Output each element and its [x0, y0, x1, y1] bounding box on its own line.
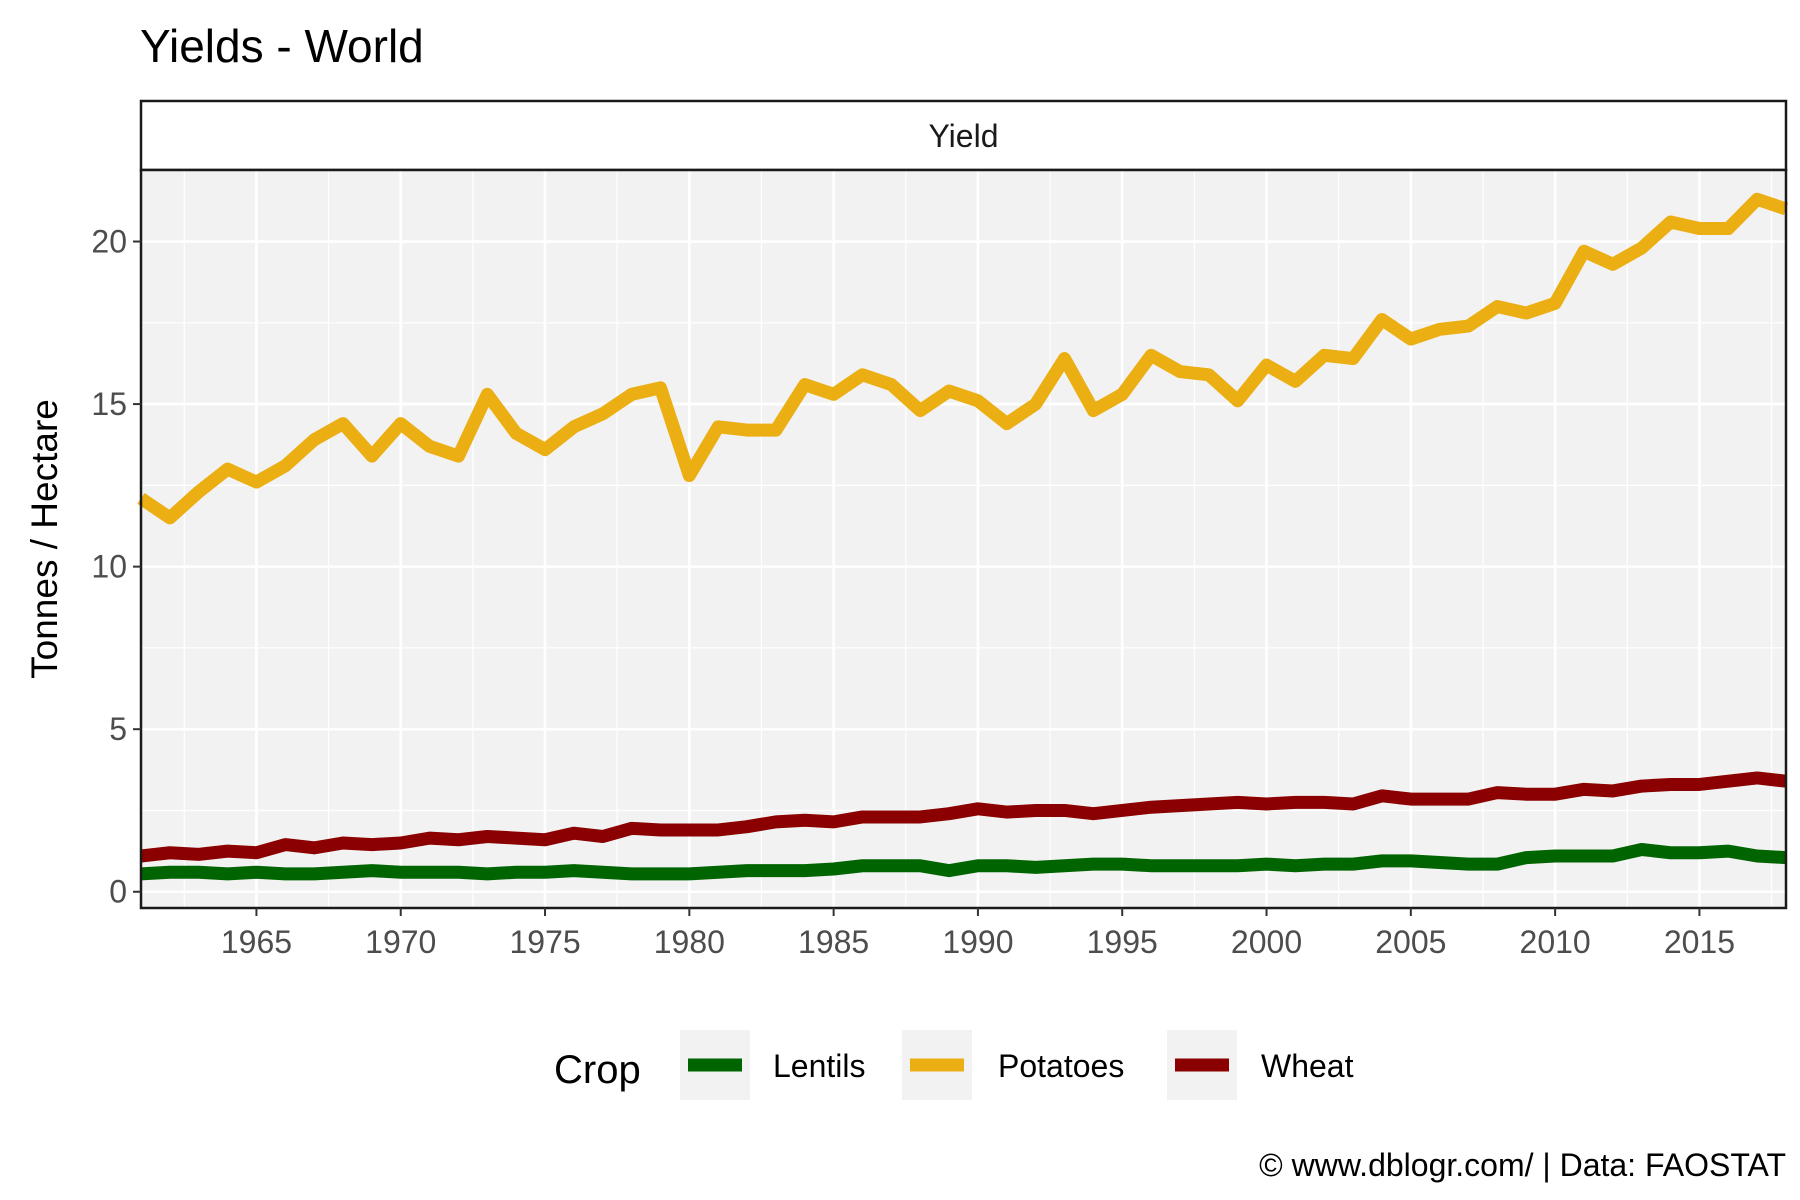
grid-minor	[141, 170, 1786, 908]
facet-strip	[139, 99, 1788, 172]
x-tick-label: 2010	[1520, 924, 1591, 960]
x-tick-label: 2000	[1231, 924, 1302, 960]
x-tick-label: 2015	[1664, 924, 1735, 960]
plot-panel	[141, 170, 1786, 908]
x-tick-label: 1985	[798, 924, 869, 960]
legend-label-wheat: Wheat	[1261, 1048, 1354, 1084]
legend: Crop Lentils Potatoes Wheat	[554, 1030, 1354, 1100]
x-axis: 1965 1970 1975 1980 1985 1990 1995 2000 2005 2010…	[221, 908, 1735, 960]
y-axis-title: Tonnes / Hectare	[24, 399, 65, 679]
facet-strip-label: Yield	[929, 118, 999, 154]
x-tick-label: 1970	[365, 924, 436, 960]
legend-items: Lentils Potatoes Wheat	[680, 1030, 1354, 1100]
series-line-potatoes	[137, 192, 1789, 525]
series-line-lentils	[140, 842, 1787, 881]
caption: © www.dblogr.com/ | Data: FAOSTAT	[1259, 1147, 1786, 1183]
chart-title: Yields - World	[140, 20, 424, 72]
x-tick-label: 1965	[221, 924, 292, 960]
y-axis: 0 5 10 15 20	[91, 224, 141, 910]
series-line-wheat	[140, 771, 1787, 863]
plot-panel-border	[139, 168, 1788, 910]
legend-label-lentils: Lentils	[773, 1048, 866, 1084]
x-tick-label: 1980	[654, 924, 725, 960]
x-tick-label: 2005	[1375, 924, 1446, 960]
y-tick-label: 0	[109, 874, 127, 910]
x-tick-label: 1975	[509, 924, 580, 960]
y-tick-label: 10	[91, 549, 127, 585]
y-tick-label: 20	[91, 224, 127, 260]
x-tick-label: 1990	[942, 924, 1013, 960]
y-tick-label: 15	[91, 386, 127, 422]
grid-major	[141, 170, 1786, 908]
legend-title: Crop	[554, 1048, 641, 1092]
legend-label-potatoes: Potatoes	[998, 1048, 1124, 1084]
series-lines	[137, 192, 1789, 881]
y-tick-label: 5	[109, 711, 127, 747]
x-tick-label: 1995	[1087, 924, 1158, 960]
